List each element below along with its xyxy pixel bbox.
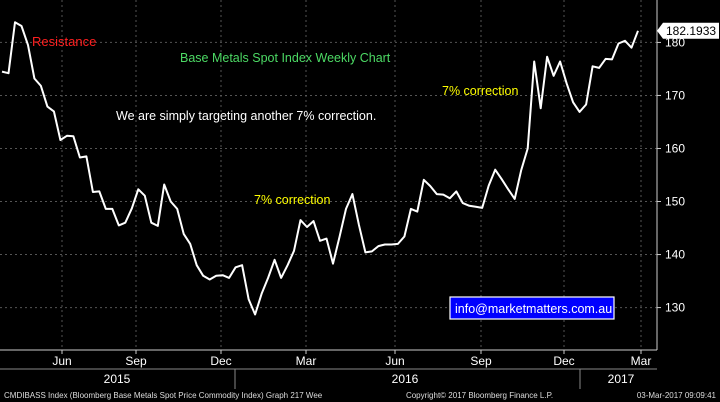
annotation-resistance: Resistance (32, 34, 96, 49)
series-line (1, 21, 639, 316)
annotation-correction-1: 7% correction (442, 84, 518, 98)
footer-center: Copyright© 2017 Bloomberg Finance L.P. (405, 391, 554, 400)
footer-right: 03-Mar-2017 09:09:41 (636, 391, 716, 400)
labels-layer: 130 140 150 160 170 180 Jun Sep Dec Mar Jun Sep Dec M… (52, 22, 719, 386)
x-tick-label: Sep (125, 354, 147, 368)
x-tick-label: Dec (553, 354, 574, 368)
last-value-label: 182.1933 (666, 24, 716, 38)
y-tick-label: 160 (665, 141, 685, 155)
annotation-target: We are simply targeting another 7% corre… (116, 109, 376, 123)
email-text: info@marketmatters.com.au (455, 302, 612, 316)
x-tick-label: Jun (385, 354, 404, 368)
chart-title: Base Metals Spot Index Weekly Chart (180, 51, 391, 65)
y-tick-label: 180 (665, 35, 685, 49)
x-tick-label: Sep (470, 354, 492, 368)
x-year-label: 2017 (608, 372, 635, 386)
series-layer (1, 21, 639, 316)
y-tick-label: 130 (665, 301, 685, 315)
annotation-correction-2: 7% correction (254, 193, 330, 207)
x-year-label: 2016 (392, 372, 419, 386)
axes (0, 0, 661, 389)
email-box (449, 296, 615, 320)
footer-bar: CMDIBASS Index (Bloomberg Base Metals Sp… (0, 389, 720, 402)
x-tick-label: Mar (296, 354, 317, 368)
y-tick-label: 140 (665, 248, 685, 262)
grid (0, 0, 657, 350)
y-tick-label: 150 (665, 195, 685, 209)
footer-left: CMDIBASS Index (Bloomberg Base Metals Sp… (4, 391, 323, 400)
x-tick-label: Dec (210, 354, 231, 368)
x-tick-label: Jun (52, 354, 71, 368)
y-tick-label: 170 (665, 88, 685, 102)
last-value-badge (657, 22, 719, 39)
x-tick-label: Mar (631, 354, 652, 368)
x-year-label: 2015 (104, 372, 131, 386)
